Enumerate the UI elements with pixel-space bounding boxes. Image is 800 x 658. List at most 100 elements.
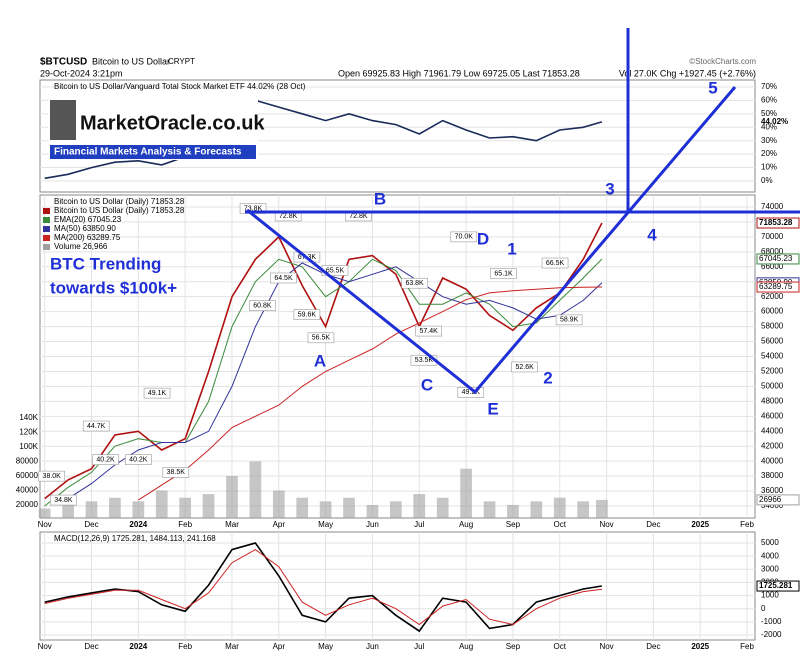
x-tick-label: Mar bbox=[225, 642, 239, 651]
y-tick-label: 70% bbox=[761, 82, 777, 91]
y-tick-label: 30% bbox=[761, 136, 777, 145]
wave-label: 1 bbox=[507, 239, 516, 258]
series-line bbox=[67, 262, 603, 500]
x-tick-label: Feb bbox=[740, 642, 754, 651]
x-tick-label: Nov bbox=[38, 642, 52, 651]
volume-bar bbox=[390, 501, 402, 518]
x-tick-label: Dec bbox=[84, 642, 98, 651]
y2-tick-label: 120K bbox=[19, 428, 38, 437]
price-label: 34.8K bbox=[54, 497, 73, 504]
volume-bar bbox=[109, 497, 121, 518]
volume-bar bbox=[436, 497, 449, 518]
price-label-box bbox=[143, 387, 171, 399]
price-label: 65.5K bbox=[326, 267, 345, 274]
series-line bbox=[44, 549, 602, 626]
y-tick-label: 40% bbox=[761, 122, 777, 131]
y-tick-label: 0 bbox=[761, 604, 766, 613]
legend-swatch bbox=[43, 235, 50, 241]
price-label: 72.8K bbox=[349, 213, 368, 220]
x-tick-label: Apr bbox=[273, 642, 286, 651]
price-label-box bbox=[401, 277, 428, 289]
y-tick-label: 52000 bbox=[761, 367, 784, 376]
x-tick-label: Apr bbox=[273, 520, 286, 529]
x-tick-label: Feb bbox=[178, 642, 192, 651]
x-tick-label: 2024 bbox=[129, 520, 147, 529]
date: 29-Oct-2024 3:21pm bbox=[40, 68, 123, 78]
price-label: 44.7K bbox=[87, 423, 106, 430]
y-tick-label: 62000 bbox=[761, 292, 784, 301]
x-tick-label: 2024 bbox=[129, 642, 147, 651]
x-tick-label: Jun bbox=[366, 520, 379, 529]
price-label-box bbox=[511, 361, 538, 373]
y-tick-label: 3000 bbox=[761, 564, 779, 573]
series-line bbox=[138, 286, 602, 501]
y-tick-label: 1000 bbox=[761, 591, 779, 600]
legend-label: Bitcoin to US Dollar (Daily) 71853.28 bbox=[54, 206, 185, 215]
x-tick-label: May bbox=[318, 642, 333, 651]
y-tick-label: 54000 bbox=[761, 352, 784, 361]
price-label: 49.2K bbox=[462, 389, 481, 396]
name: Bitcoin to US Dollar bbox=[92, 56, 170, 66]
price-label-box bbox=[50, 494, 77, 506]
price-label-box bbox=[249, 300, 276, 311]
x-tick-label: Aug bbox=[459, 642, 473, 651]
price-label: 40.2K bbox=[129, 457, 148, 464]
price-label-box bbox=[307, 332, 335, 344]
price-label: 40.2K bbox=[96, 457, 115, 464]
wave-label: 3 bbox=[605, 179, 614, 198]
price-label-box bbox=[270, 272, 297, 284]
price-label: 73.8K bbox=[244, 205, 263, 212]
price-label: 57.4K bbox=[419, 328, 438, 335]
legend-swatch bbox=[43, 226, 50, 232]
volume-bar bbox=[85, 501, 98, 518]
y-tick-label: 60% bbox=[761, 96, 777, 105]
x-tick-label: Jul bbox=[414, 642, 424, 651]
volume-bar bbox=[530, 501, 543, 518]
y-tick-label: 20% bbox=[761, 149, 777, 158]
y2-tick-label: 80000 bbox=[16, 457, 39, 466]
price-label-box bbox=[415, 325, 442, 337]
x-tick-label: Nov bbox=[599, 642, 613, 651]
price-label: 38.0K bbox=[43, 473, 62, 480]
x-tick-label: Jun bbox=[366, 642, 379, 651]
y2-tick-label: 60000 bbox=[16, 471, 39, 480]
wave-label: B bbox=[374, 189, 386, 208]
y-tick-label: 70000 bbox=[761, 232, 784, 241]
series-line bbox=[44, 99, 603, 180]
legend-label: MA(50) 63850.90 bbox=[54, 224, 116, 233]
y-tick-label: 58000 bbox=[761, 322, 784, 331]
volume-bar bbox=[577, 501, 590, 518]
legend-swatch bbox=[43, 244, 50, 250]
y2-tick-label: 140K bbox=[19, 413, 38, 422]
y2-tick-label: 40000 bbox=[16, 486, 39, 495]
copyright: ©StockCharts.com bbox=[689, 57, 756, 66]
volume-bar bbox=[202, 494, 215, 518]
y-tick-label: 46000 bbox=[761, 411, 784, 420]
price-label-box bbox=[555, 314, 583, 326]
legend-label: Volume 26,966 bbox=[54, 242, 108, 251]
x-tick-label: Dec bbox=[646, 642, 660, 651]
y-tick-label: 5000 bbox=[761, 538, 779, 547]
y2-tick-label: 100K bbox=[19, 442, 38, 451]
y-tick-label: 60000 bbox=[761, 307, 784, 316]
callout: BTC Trending bbox=[50, 254, 161, 273]
volume-bar bbox=[272, 490, 285, 518]
price-label: 53.5K bbox=[415, 357, 434, 364]
value-tag-box bbox=[756, 253, 800, 265]
x-tick-label: 2025 bbox=[691, 642, 709, 651]
logo-subtitle: Financial Markets Analysis & Forecasts bbox=[54, 147, 242, 158]
volume-bar bbox=[553, 497, 566, 518]
macd-frame bbox=[39, 531, 756, 641]
price-label-box bbox=[162, 467, 190, 478]
y-tick-label: 42000 bbox=[761, 441, 784, 450]
volume-bar bbox=[460, 468, 472, 518]
price-label-box bbox=[82, 420, 110, 432]
value-tag-box bbox=[756, 580, 800, 592]
y-tick-label: 0% bbox=[761, 176, 773, 185]
price-label-box bbox=[490, 268, 517, 279]
price-label: 60.8K bbox=[253, 303, 272, 310]
price-label-box bbox=[38, 470, 66, 482]
panel-title: Bitcoin to US Dollar/Vanguard Total Stoc… bbox=[54, 82, 306, 91]
y-tick-label: 40000 bbox=[761, 456, 784, 465]
